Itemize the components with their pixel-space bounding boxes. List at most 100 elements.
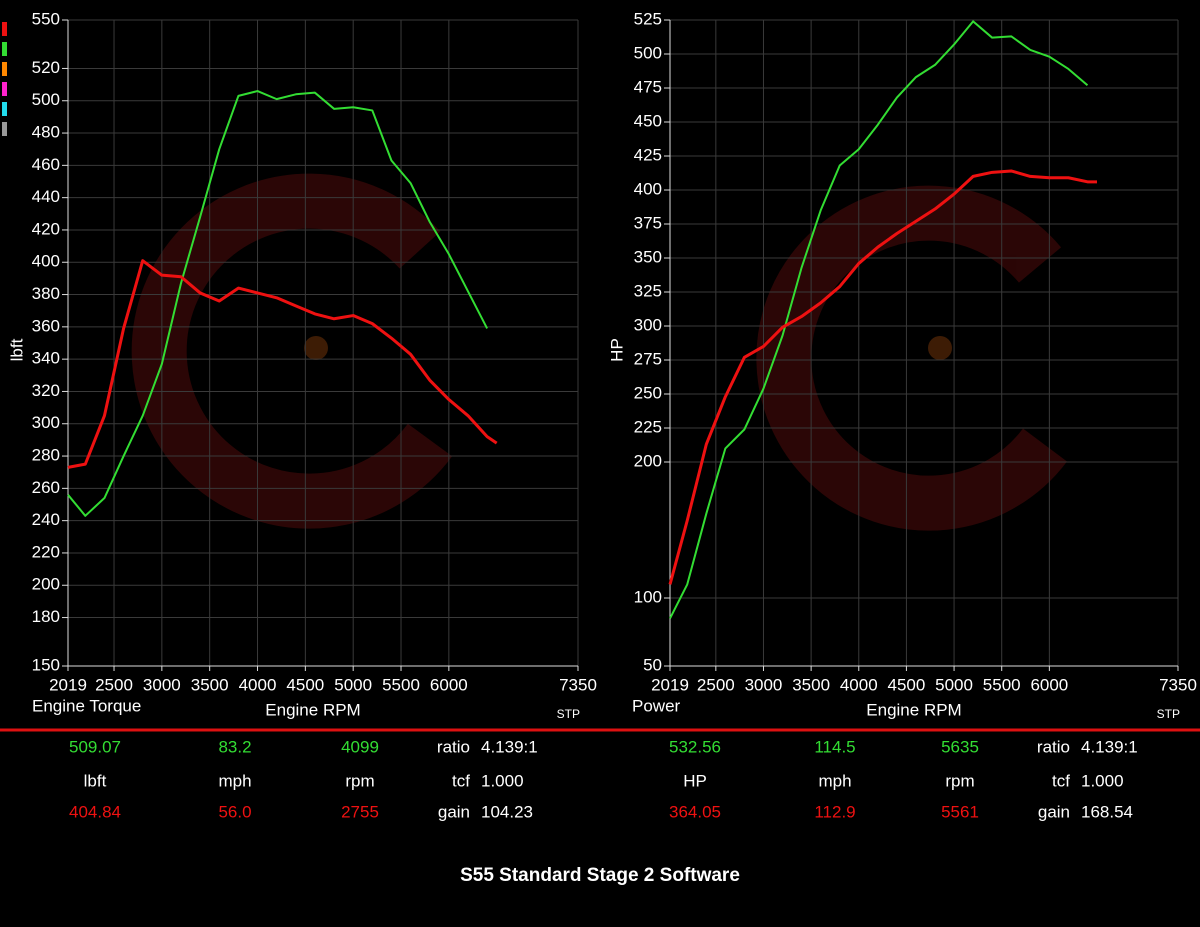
readout-cell: mph xyxy=(818,771,851,790)
y-tick-label: 400 xyxy=(634,179,662,198)
x-tick-label: 6000 xyxy=(1030,675,1068,694)
y-tick-label: 420 xyxy=(32,219,60,238)
readout-cell: 532.56 xyxy=(669,737,721,756)
y-tick-label: 350 xyxy=(634,247,662,266)
readout-cell: gain xyxy=(438,802,470,821)
y-tick-label: 400 xyxy=(32,252,60,271)
readout-cell: lbft xyxy=(84,771,107,790)
readout-cell: 4.139:1 xyxy=(1081,737,1138,756)
readout-cell: 364.05 xyxy=(669,802,721,821)
x-tick-label: 5000 xyxy=(334,675,372,694)
y-tick-label: 325 xyxy=(634,281,662,300)
x-tick-label: 2019 xyxy=(49,675,87,694)
y-tick-label: 340 xyxy=(32,349,60,368)
readout-cell: 5561 xyxy=(941,802,979,821)
y-tick-label: 260 xyxy=(32,478,60,497)
y-tick-label: 525 xyxy=(634,9,662,28)
readout-cell: ratio xyxy=(437,737,470,756)
color-key xyxy=(2,62,7,76)
y-tick-label: 300 xyxy=(32,413,60,432)
readout-cell: mph xyxy=(218,771,251,790)
watermark-dot xyxy=(928,336,952,360)
x-tick-label: 3500 xyxy=(792,675,830,694)
y-tick-label: 475 xyxy=(634,77,662,96)
readout-cell: 1.000 xyxy=(481,771,524,790)
y-tick-label: 360 xyxy=(32,316,60,335)
x-tick-label: 3000 xyxy=(745,675,783,694)
y-tick-label: 200 xyxy=(32,575,60,594)
readout-cell: tcf xyxy=(1052,771,1070,790)
readout-cell: rpm xyxy=(945,771,974,790)
y-axis-label: HP xyxy=(607,338,626,362)
x-tick-label: 3000 xyxy=(143,675,181,694)
y-tick-label: 280 xyxy=(32,446,60,465)
y-axis-label: lbft xyxy=(7,338,26,361)
x-tick-label: 2500 xyxy=(697,675,735,694)
corner-label: STP xyxy=(557,707,580,721)
x-tick-label: 5500 xyxy=(983,675,1021,694)
watermark-arc xyxy=(756,185,1067,531)
y-tick-label: 425 xyxy=(634,145,662,164)
x-tick-label: 6000 xyxy=(430,675,468,694)
x-tick-label: 5000 xyxy=(935,675,973,694)
x-tick-label: 4000 xyxy=(239,675,277,694)
readout-cell: 4.139:1 xyxy=(481,737,538,756)
y-tick-label: 180 xyxy=(32,607,60,626)
color-keys xyxy=(2,22,7,136)
y-tick-label: 500 xyxy=(32,90,60,109)
x-tick-label: 2500 xyxy=(95,675,133,694)
chart-label: Power xyxy=(632,696,681,715)
readout-cell: 404.84 xyxy=(69,802,121,821)
color-key xyxy=(2,82,7,96)
y-tick-label: 50 xyxy=(643,655,662,674)
y-tick-label: 480 xyxy=(32,123,60,142)
y-tick-label: 100 xyxy=(634,587,662,606)
readout-cell: 1.000 xyxy=(1081,771,1124,790)
x-tick-label: 3500 xyxy=(191,675,229,694)
y-tick-label: 225 xyxy=(634,417,662,436)
y-tick-label: 275 xyxy=(634,349,662,368)
y-tick-label: 320 xyxy=(32,381,60,400)
watermark-dot xyxy=(304,336,328,360)
y-tick-label: 550 xyxy=(32,9,60,28)
x-tick-label: 5500 xyxy=(382,675,420,694)
readout-cell: ratio xyxy=(1037,737,1070,756)
x-axis-label: Engine RPM xyxy=(866,700,961,719)
y-tick-label: 250 xyxy=(634,383,662,402)
readout-cell: rpm xyxy=(345,771,374,790)
readout-cell: 83.2 xyxy=(218,737,251,756)
series-line xyxy=(669,20,1089,619)
y-tick-label: 220 xyxy=(32,542,60,561)
x-tick-label: 4500 xyxy=(888,675,926,694)
series-line xyxy=(67,259,498,469)
y-tick-label: 460 xyxy=(32,155,60,174)
readout-cell: 4099 xyxy=(341,737,379,756)
y-tick-label: 450 xyxy=(634,111,662,130)
y-tick-label: 440 xyxy=(32,187,60,206)
x-tick-label: 4000 xyxy=(840,675,878,694)
readout-cell: tcf xyxy=(452,771,470,790)
readout-cell: 5635 xyxy=(941,737,979,756)
readout-cell: 168.54 xyxy=(1081,802,1133,821)
sheet-title: S55 Standard Stage 2 Software xyxy=(460,865,740,886)
x-tick-label: 7350 xyxy=(559,675,597,694)
y-tick-label: 300 xyxy=(634,315,662,334)
y-tick-label: 240 xyxy=(32,510,60,529)
y-tick-label: 500 xyxy=(634,43,662,62)
x-axis-label: Engine RPM xyxy=(265,700,360,719)
readout-cell: 56.0 xyxy=(218,802,251,821)
color-key xyxy=(2,22,7,36)
readout-cell: HP xyxy=(683,771,707,790)
color-key xyxy=(2,42,7,56)
readout-cell: 104.23 xyxy=(481,802,533,821)
x-tick-label: 7350 xyxy=(1159,675,1197,694)
x-tick-label: 4500 xyxy=(286,675,324,694)
readout-cell: 112.9 xyxy=(814,802,855,821)
series-line xyxy=(67,90,489,517)
y-tick-label: 520 xyxy=(32,58,60,77)
readout-cell: 114.5 xyxy=(814,737,855,756)
x-tick-label: 2019 xyxy=(651,675,689,694)
series-line xyxy=(668,169,1097,585)
